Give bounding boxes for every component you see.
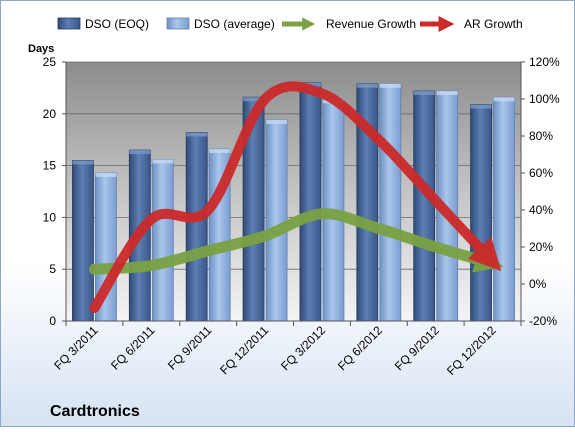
bar-cap [152,159,173,163]
legend-item: DSO (EOQ) [58,17,149,31]
bar-dso-average [494,97,515,321]
legend-label: AR Growth [464,17,523,31]
legend-label: DSO (average) [194,17,275,31]
bar-cap [414,91,435,95]
bar-dso-eoq [72,160,93,321]
legend-swatch [167,18,189,29]
bar-cap [471,104,492,108]
bar-dso-average [266,120,287,321]
left-tick-label: 15 [43,159,57,173]
legend-label: DSO (EOQ) [85,17,149,31]
bar-cap [437,91,458,95]
right-tick-label: 80% [529,129,553,143]
bar-dso-eoq [300,83,321,321]
bar-dso-eoq [414,91,435,321]
bar-cap [129,150,150,154]
bar-cap [72,160,93,164]
right-tick-label: 100% [529,92,560,106]
legend-swatch [58,18,80,29]
left-axis-title: Days [28,43,54,55]
bar-cap [357,84,378,88]
right-tick-label: 20% [529,240,553,254]
bar-cap [494,97,515,101]
legend-item: DSO (average) [167,17,275,31]
right-tick-label: 120% [529,55,560,69]
left-tick-label: 25 [43,55,57,69]
bar-cap [266,120,287,124]
bar-cap [186,132,207,136]
right-tick-label: 60% [529,166,553,180]
right-tick-label: 40% [529,203,553,217]
bar-dso-average [380,84,401,321]
bar-dso-eoq [471,104,492,321]
left-tick-label: 0 [49,314,56,328]
bar-cap [380,84,401,88]
legend-label: Revenue Growth [326,17,416,31]
bar-cap [95,173,116,177]
company-name: Cardtronics [50,403,140,420]
left-tick-label: 20 [43,107,57,121]
right-tick-label: -20% [529,314,557,328]
bar-dso-eoq [186,132,207,321]
bar-dso-average [152,159,173,321]
right-tick-label: 0% [529,277,547,291]
left-tick-label: 10 [43,210,57,224]
left-tick-label: 5 [49,262,56,276]
bar-cap [209,149,230,153]
